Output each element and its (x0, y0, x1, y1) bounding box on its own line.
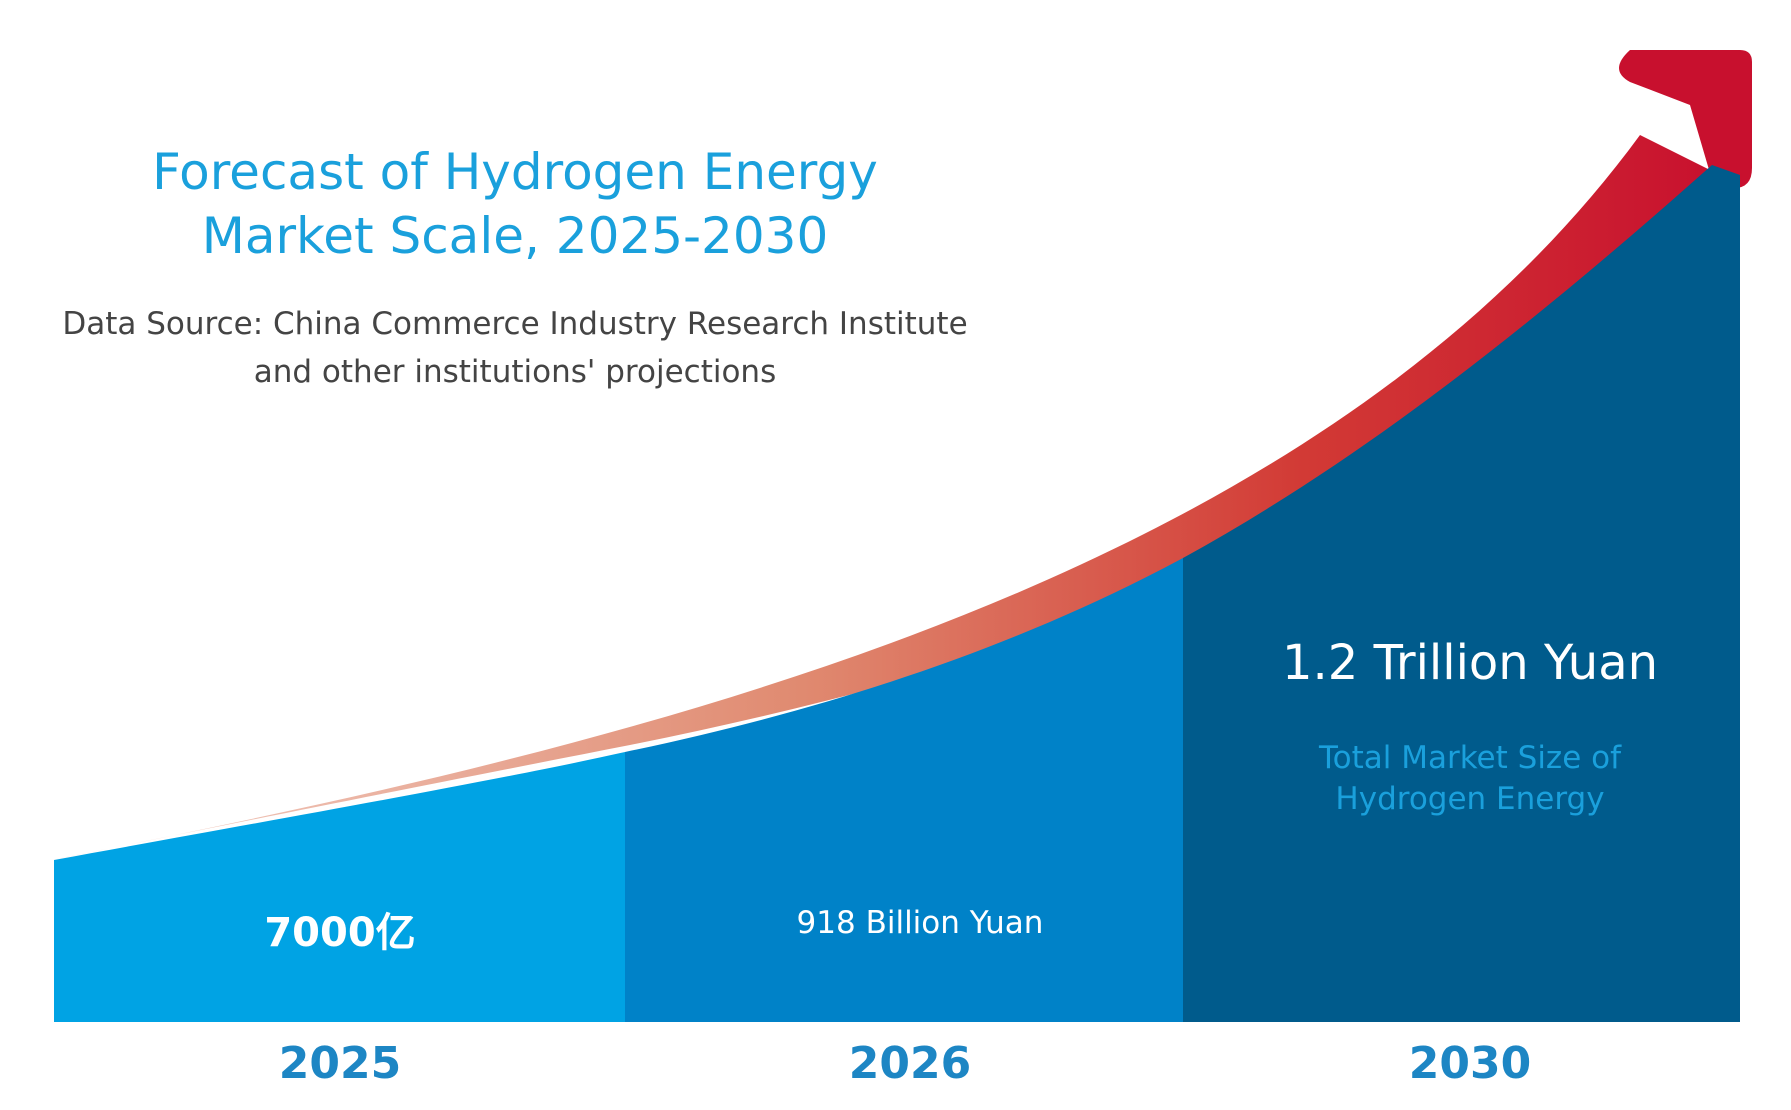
x-tick-2030: 2030 (1408, 1038, 1532, 1089)
data-source-line-1: Data Source: China Commerce Industry Res… (62, 306, 968, 342)
value-label-2030: 1.2 Trillion Yuan (1281, 635, 1659, 691)
x-tick-2026: 2026 (848, 1038, 972, 1089)
x-tick-2025: 2025 (278, 1038, 402, 1089)
chart-title-line-1: Forecast of Hydrogen Energy (152, 143, 878, 201)
growth-arrow-head (1619, 50, 1752, 189)
chart-title: Forecast of Hydrogen Energy Market Scale… (115, 140, 915, 268)
data-source-line-2: and other institutions' projections (253, 354, 777, 390)
area-segment-2025 (54, 752, 625, 1022)
value-label-2025: 7000亿 (264, 910, 416, 956)
area-segment-2026 (625, 558, 1183, 1022)
chart-title-line-2: Market Scale, 2025-2030 (201, 207, 829, 265)
value-label-2026: 918 Billion Yuan (796, 905, 1044, 941)
total-market-annotation: Total Market Size of Hydrogen Energy (1318, 740, 1622, 817)
area-segment-2030 (1183, 165, 1740, 1022)
data-source: Data Source: China Commerce Industry Res… (55, 300, 975, 396)
